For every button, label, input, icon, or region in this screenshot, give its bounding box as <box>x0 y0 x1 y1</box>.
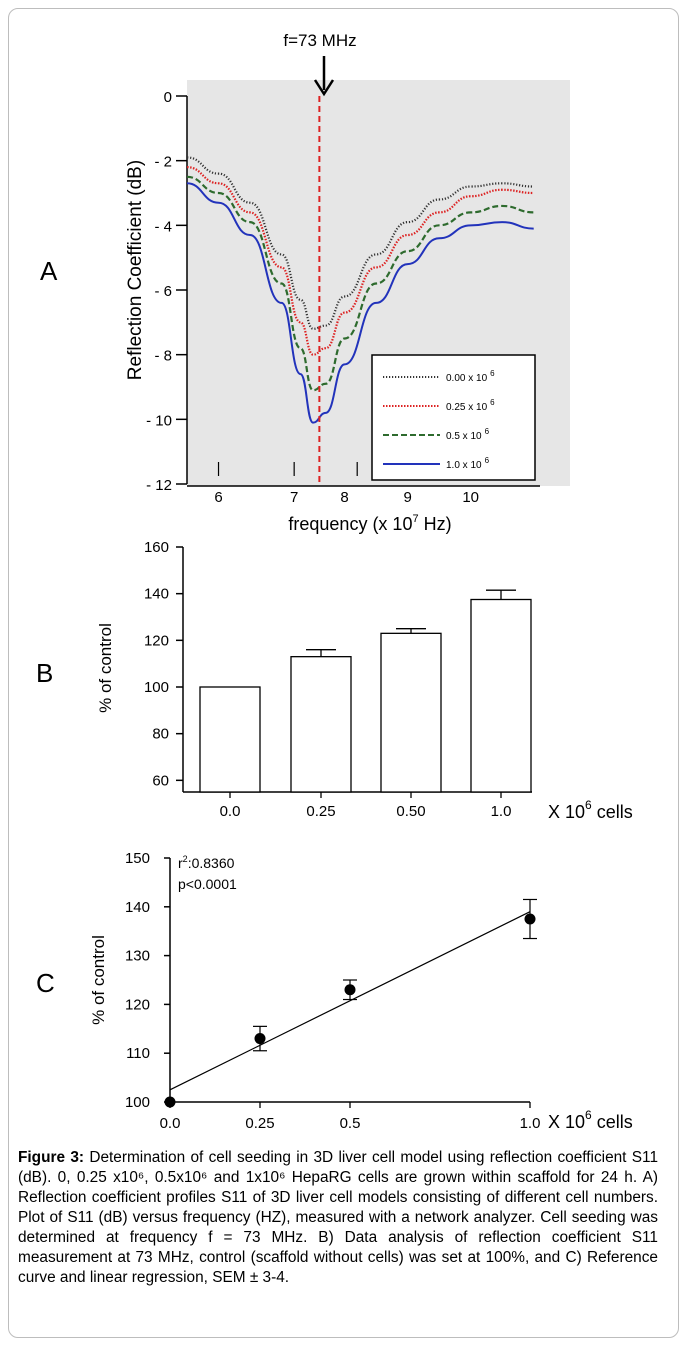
panel-b: B 60 80 100 120 140 160 0.0 0.25 0.50 1.0 % of co… <box>36 539 633 822</box>
x-tick-label: 6 <box>214 489 222 506</box>
x-tick-label: 0.5 <box>340 1115 361 1132</box>
y-tick-label: 120 <box>144 632 169 649</box>
y-tick-label: 80 <box>152 726 169 743</box>
panel-a-ylabel: Reflection Coefficient (dB) <box>125 160 146 380</box>
x-tick-label: 1.0 <box>491 803 512 820</box>
legend-label: 0.25 x 10 6 <box>446 398 495 413</box>
bar <box>290 656 352 793</box>
panel-b-bars <box>199 589 532 793</box>
x-tick-label: 10 <box>462 489 479 506</box>
y-tick-label: 100 <box>125 1094 150 1111</box>
y-tick-label: - 12 <box>146 477 172 494</box>
panel-label-b: B <box>36 658 53 688</box>
figure-frame <box>8 8 679 1338</box>
panel-a: A 0 - 2 - 4 - 6 - 8 - 10 - 12 6 7 8 9 10 f=73 MHz 0… <box>40 31 570 534</box>
x-tick-label: 0.0 <box>160 1115 181 1132</box>
regression-line <box>169 911 531 1091</box>
x-tick-label: 0.50 <box>396 803 425 820</box>
caption-label: Figure 3: <box>18 1149 85 1166</box>
y-tick-label: 110 <box>126 1045 150 1062</box>
panel-b-xlabel: X 106 cells <box>548 798 633 822</box>
y-tick-label: - 2 <box>154 154 172 171</box>
panel-c-axes: 100 110 120 130 140 150 0.0 0.25 0.5 1.0 <box>125 850 540 1132</box>
panel-c-points <box>164 898 537 1108</box>
legend-label: 0.5 x 10 6 <box>446 427 490 442</box>
legend-label: 0.00 x 10 6 <box>446 369 495 384</box>
series-line <box>186 182 534 424</box>
y-tick-label: 140 <box>144 586 169 603</box>
caption-text: Determination of cell seeding in 3D live… <box>18 1149 659 1286</box>
y-tick-label: 160 <box>144 539 169 556</box>
stat-p: p<0.0001 <box>178 876 237 892</box>
series-line <box>186 166 534 356</box>
figure-charts: A 0 - 2 - 4 - 6 - 8 - 10 - 12 6 7 8 9 10 f=73 MHz 0… <box>36 31 633 1132</box>
x-tick-label: 9 <box>403 489 411 506</box>
y-tick-label: 60 <box>152 772 169 789</box>
y-tick-label: - 6 <box>154 283 172 300</box>
x-tick-label: 0.25 <box>306 803 335 820</box>
y-tick-label: - 4 <box>154 218 172 235</box>
data-point <box>254 1033 266 1045</box>
x-tick-label: 1.0 <box>520 1115 541 1132</box>
data-point <box>344 984 356 996</box>
x-tick-label: 8 <box>340 489 348 506</box>
x-tick-label: 0.0 <box>220 803 241 820</box>
data-point <box>524 913 536 925</box>
figure-caption: Figure 3: Determination of cell seeding … <box>18 1148 658 1288</box>
series-line <box>186 175 534 392</box>
y-tick-label: 120 <box>125 996 150 1013</box>
y-tick-label: 130 <box>125 948 150 965</box>
series-line <box>186 156 534 330</box>
y-tick-label: 150 <box>125 850 150 867</box>
stat-r2: r2:0.8360 <box>178 854 235 871</box>
y-tick-label: 100 <box>144 679 169 696</box>
y-tick-label: 0 <box>164 89 172 106</box>
panel-b-ylabel: % of control <box>96 623 115 713</box>
panel-a-xlabel: frequency (x 107 Hz) <box>288 513 451 534</box>
panel-c-ylabel: % of control <box>89 935 108 1025</box>
bar <box>470 598 532 793</box>
y-tick-label: 140 <box>125 899 150 916</box>
panel-label-c: C <box>36 968 55 998</box>
panel-a-series <box>186 156 534 424</box>
arrow-head-icon <box>313 79 335 97</box>
x-tick-label: 0.25 <box>245 1115 274 1132</box>
panel-c: C 100 110 120 130 140 150 0.0 0.25 0.5 1.0 % of c… <box>36 850 633 1132</box>
x-tick-label: 7 <box>290 489 298 506</box>
frequency-annotation: f=73 MHz <box>283 31 356 50</box>
y-tick-label: - 8 <box>154 348 172 365</box>
panel-a-axes: 0 - 2 - 4 - 6 - 8 - 10 - 12 6 7 8 9 10 <box>146 89 540 506</box>
bar <box>380 632 442 793</box>
panel-c-xlabel: X 106 cells <box>548 1108 633 1132</box>
panel-label-a: A <box>40 256 58 286</box>
y-tick-label: - 10 <box>146 412 172 429</box>
legend: 0.00 x 10 6 0.25 x 10 6 0.5 x 10 6 1.0 x 10 6 <box>371 354 536 481</box>
bar <box>199 686 261 793</box>
legend-label: 1.0 x 10 6 <box>446 456 490 471</box>
data-point <box>164 1096 176 1108</box>
